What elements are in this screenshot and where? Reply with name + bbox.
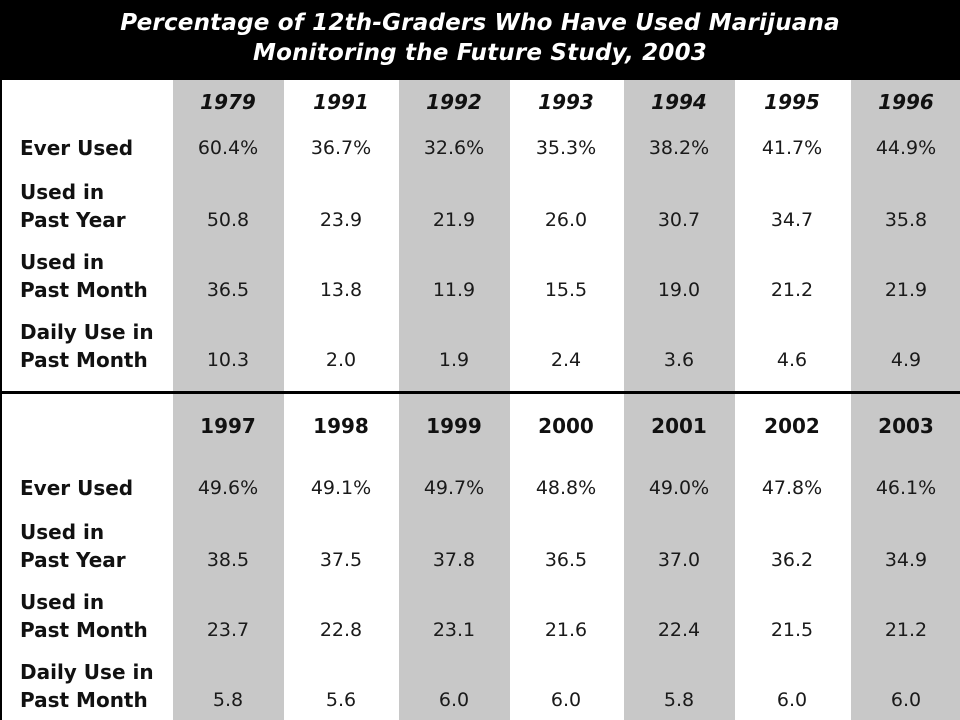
shaded-column-band <box>623 80 735 720</box>
column-header-year: 1997 <box>200 414 256 438</box>
chart-header: Percentage of 12th-Graders Who Have Used… <box>0 0 960 80</box>
table-cell-value: 3.6 <box>663 349 695 371</box>
table-cell-value: 6.0 <box>550 689 582 711</box>
row-label: Used in Past Month <box>20 590 148 642</box>
row-label: Daily Use in Past Month <box>20 660 154 712</box>
shaded-column-band <box>398 80 510 720</box>
column-header-year: 1996 <box>878 90 934 114</box>
column-header-year: 1979 <box>200 90 256 114</box>
table-cell-value: 21.9 <box>884 279 928 301</box>
table-cell-value: 2.4 <box>550 349 582 371</box>
table-cell-value: 1.9 <box>438 349 470 371</box>
column-header-year: 1991 <box>313 90 369 114</box>
table-cell-value: 32.6% <box>423 137 485 159</box>
table-cell-value: 5.6 <box>325 689 357 711</box>
table-cell-value: 49.7% <box>423 477 485 499</box>
table-cell-value: 46.1% <box>875 477 937 499</box>
column-header-year: 1993 <box>538 90 594 114</box>
table-cell-value: 49.6% <box>197 477 259 499</box>
table-cell-value: 50.8 <box>206 209 250 231</box>
table-cell-value: 30.7 <box>657 209 701 231</box>
table-cell-value: 60.4% <box>197 137 259 159</box>
table-cell-value: 48.8% <box>535 477 597 499</box>
table-cell-value: 38.5 <box>206 549 250 571</box>
table-cell-value: 36.7% <box>310 137 372 159</box>
column-header-year: 1992 <box>426 90 482 114</box>
table-cell-value: 10.3 <box>206 349 250 371</box>
table-cell-value: 49.0% <box>648 477 710 499</box>
row-label: Daily Use in Past Month <box>20 320 154 372</box>
column-header-year: 1994 <box>651 90 707 114</box>
table-cell-value: 21.2 <box>770 279 814 301</box>
table-cell-value: 5.8 <box>212 689 244 711</box>
table-cell-value: 35.3% <box>535 137 597 159</box>
column-header-year: 1999 <box>426 414 482 438</box>
column-header-year: 2000 <box>538 414 594 438</box>
table-cell-value: 23.1 <box>432 619 476 641</box>
table-cell-value: 34.9 <box>884 549 928 571</box>
table-cell-value: 4.6 <box>776 349 808 371</box>
table-cell-value: 22.8 <box>319 619 363 641</box>
row-label: Used in Past Year <box>20 520 126 572</box>
table-cell-value: 37.5 <box>319 549 363 571</box>
table-cell-value: 6.0 <box>890 689 922 711</box>
table-cell-value: 6.0 <box>776 689 808 711</box>
table-cell-value: 34.7 <box>770 209 814 231</box>
table-cell-value: 37.0 <box>657 549 701 571</box>
shaded-column-band <box>850 80 960 720</box>
table-cell-value: 41.7% <box>761 137 823 159</box>
table-cell-value: 21.2 <box>884 619 928 641</box>
table-cell-value: 13.8 <box>319 279 363 301</box>
table-cell-value: 11.9 <box>432 279 476 301</box>
table-cell-value: 21.9 <box>432 209 476 231</box>
column-header-year: 2003 <box>878 414 934 438</box>
table-cell-value: 47.8% <box>761 477 823 499</box>
chart-title: Percentage of 12th-Graders Who Have Used… <box>120 10 840 36</box>
shaded-column-band <box>172 80 284 720</box>
table-cell-value: 36.5 <box>206 279 250 301</box>
table-cell-value: 19.0 <box>657 279 701 301</box>
table-cell-value: 26.0 <box>544 209 588 231</box>
row-label: Ever Used <box>20 136 134 160</box>
row-label: Ever Used <box>20 476 134 500</box>
table-cell-value: 21.6 <box>544 619 588 641</box>
table-cell-value: 6.0 <box>438 689 470 711</box>
table-cell-value: 35.8 <box>884 209 928 231</box>
column-header-year: 1995 <box>764 90 820 114</box>
table-cell-value: 23.9 <box>319 209 363 231</box>
table-cell-value: 4.9 <box>890 349 922 371</box>
table-cell-value: 15.5 <box>544 279 588 301</box>
column-header-year: 2001 <box>651 414 707 438</box>
data-table: 1979 1991 1992 1993 1994 1995 1996 Ever Used 60.… <box>0 80 960 720</box>
table-cell-value: 36.2 <box>770 549 814 571</box>
table-cell-value: 22.4 <box>657 619 701 641</box>
table-cell-value: 37.8 <box>432 549 476 571</box>
table-cell-value: 49.1% <box>310 477 372 499</box>
table-divider <box>2 391 960 394</box>
table-cell-value: 5.8 <box>663 689 695 711</box>
chart-subtitle: Monitoring the Future Study, 2003 <box>253 40 707 66</box>
row-label: Used in Past Year <box>20 180 126 232</box>
table-cell-value: 36.5 <box>544 549 588 571</box>
table-cell-value: 2.0 <box>325 349 357 371</box>
table-cell-value: 38.2% <box>648 137 710 159</box>
table-cell-value: 21.5 <box>770 619 814 641</box>
column-header-year: 2002 <box>764 414 820 438</box>
column-header-year: 1998 <box>313 414 369 438</box>
table-cell-value: 44.9% <box>875 137 937 159</box>
table-cell-value: 23.7 <box>206 619 250 641</box>
row-label: Used in Past Month <box>20 250 148 302</box>
